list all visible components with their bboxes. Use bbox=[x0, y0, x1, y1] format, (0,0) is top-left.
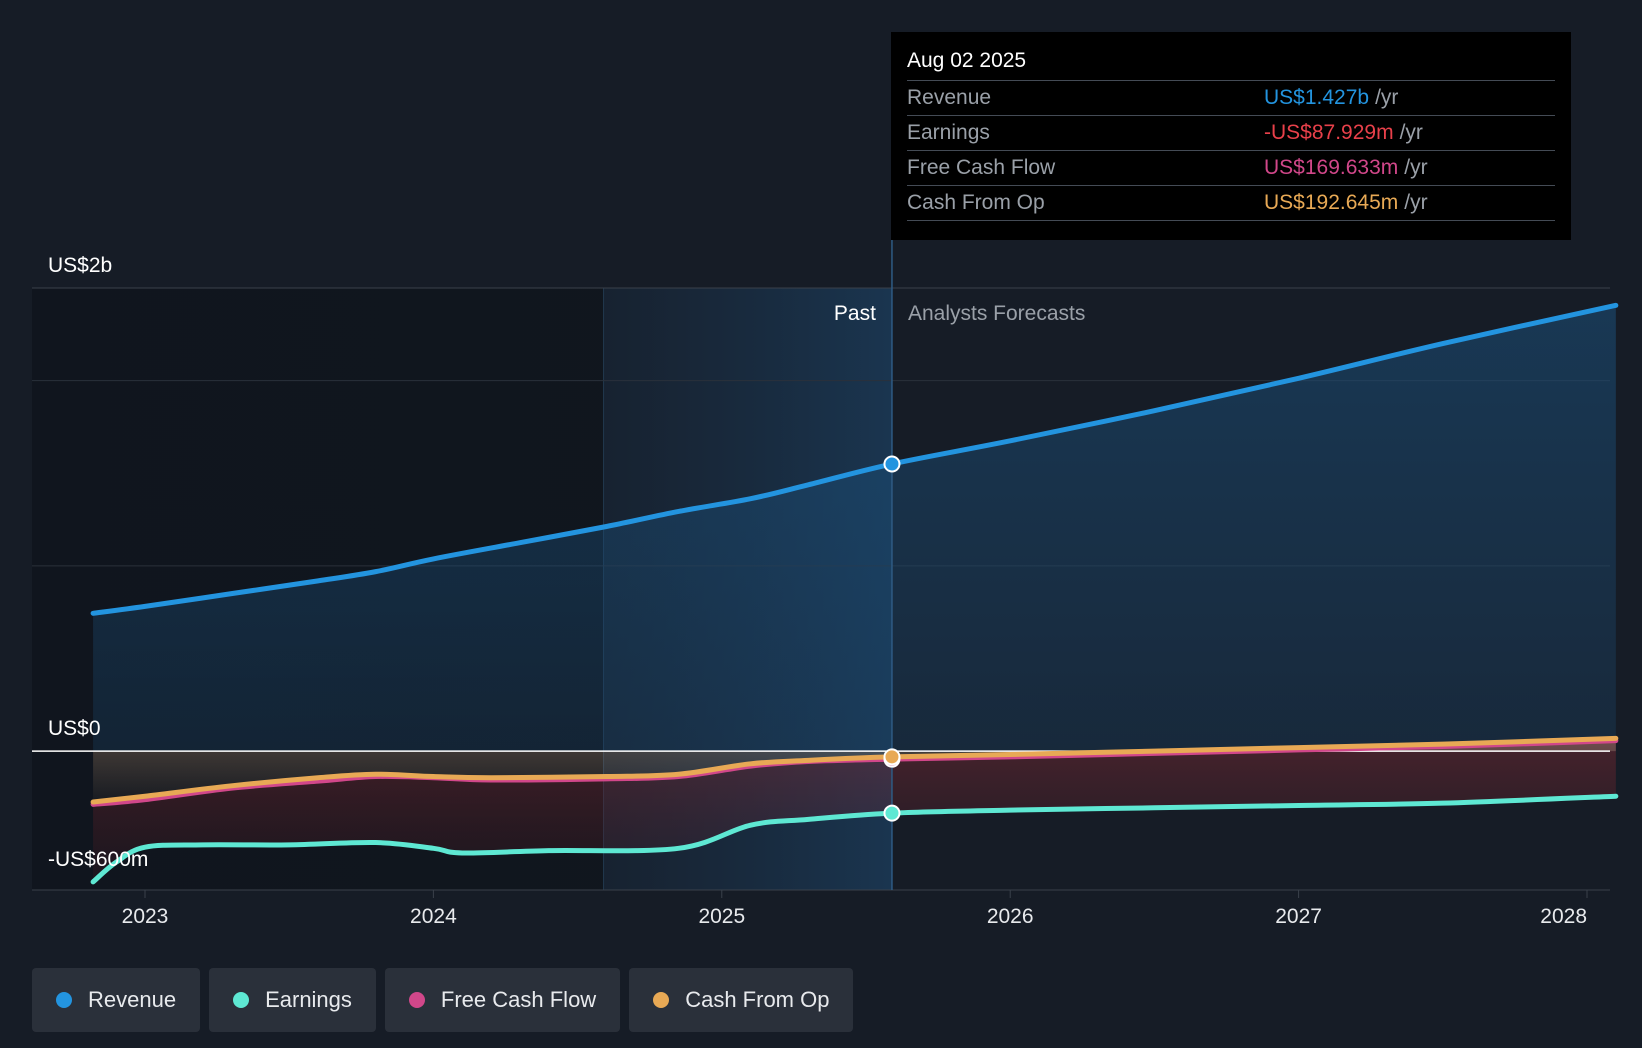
legend-dot-icon bbox=[408, 992, 425, 1008]
forecast-label: Analysts Forecasts bbox=[908, 302, 1085, 325]
cash-from-op-line bbox=[90, 735, 1619, 805]
tooltip-unit: /yr bbox=[1404, 156, 1428, 179]
data-tooltip: Aug 02 2025 Revenue US$1.427b /yr Earnin… bbox=[891, 32, 1571, 240]
financial-chart: US$2b US$0 -US$600m Past Analysts Forecasts 2… bbox=[32, 240, 1619, 928]
tooltip-label: Revenue bbox=[907, 86, 992, 109]
cashflow-area bbox=[93, 738, 1616, 803]
tooltip-value: US$1.427b bbox=[1264, 86, 1370, 109]
tooltip-row-earnings: Earnings -US$87.929m /yr bbox=[907, 115, 1555, 150]
tooltip-row-revenue: Revenue US$1.427b /yr bbox=[907, 80, 1555, 115]
cash-from-op-marker bbox=[883, 748, 901, 766]
y-tick-label-bottom: -US$600m bbox=[48, 848, 148, 871]
tooltip-unit: /yr bbox=[1375, 86, 1399, 109]
x-tick-label: 2026 bbox=[987, 905, 1034, 928]
tooltip-label: Earnings bbox=[907, 121, 990, 144]
tooltip-row-cash-from-op: Cash From Op US$192.645m /yr bbox=[907, 185, 1555, 221]
tooltip-unit: /yr bbox=[1399, 121, 1423, 144]
chart-legend: Revenue Earnings Free Cash Flow Cash Fro… bbox=[32, 968, 854, 1032]
revenue-area bbox=[93, 305, 1616, 752]
tooltip-unit: /yr bbox=[1404, 191, 1428, 214]
legend-item-earnings[interactable]: Earnings bbox=[209, 968, 376, 1032]
legend-item-revenue[interactable]: Revenue bbox=[32, 968, 201, 1032]
y-tick-label-top: US$2b bbox=[48, 254, 112, 277]
tooltip-date: Aug 02 2025 bbox=[907, 49, 1027, 72]
legend-dot-icon bbox=[56, 992, 72, 1008]
x-tick-label: 2025 bbox=[698, 905, 745, 928]
earnings-line bbox=[90, 793, 1619, 885]
legend-item-cash-from-op[interactable]: Cash From Op bbox=[629, 968, 854, 1032]
legend-item-free-cash-flow[interactable]: Free Cash Flow bbox=[384, 968, 621, 1032]
tooltip-label: Cash From Op bbox=[907, 191, 1045, 214]
revenue-line bbox=[90, 302, 1619, 616]
legend-label: Cash From Op bbox=[685, 987, 830, 1012]
x-tick-label: 2023 bbox=[122, 905, 169, 928]
earnings-area bbox=[93, 738, 1616, 882]
past-label: Past bbox=[834, 302, 876, 325]
x-tick-label: 2028 bbox=[1540, 905, 1587, 928]
x-tick-label: 2024 bbox=[410, 905, 457, 928]
earnings-marker bbox=[883, 804, 901, 822]
y-tick-label-zero: US$0 bbox=[48, 717, 101, 740]
tooltip-value: US$192.645m bbox=[1264, 191, 1399, 214]
tooltip-row-free-cash-flow: Free Cash Flow US$169.633m /yr bbox=[907, 150, 1555, 185]
legend-dot-icon bbox=[233, 992, 250, 1008]
tooltip-label: Free Cash Flow bbox=[907, 156, 1056, 179]
legend-dot-icon bbox=[653, 992, 670, 1008]
tooltip-value: -US$87.929m bbox=[1264, 121, 1394, 144]
x-tick-label: 2027 bbox=[1275, 905, 1322, 928]
legend-label: Revenue bbox=[88, 987, 177, 1012]
legend-label: Earnings bbox=[265, 987, 352, 1012]
tooltip-value: US$169.633m bbox=[1264, 156, 1399, 179]
legend-label: Free Cash Flow bbox=[440, 987, 597, 1012]
revenue-marker bbox=[883, 455, 901, 473]
